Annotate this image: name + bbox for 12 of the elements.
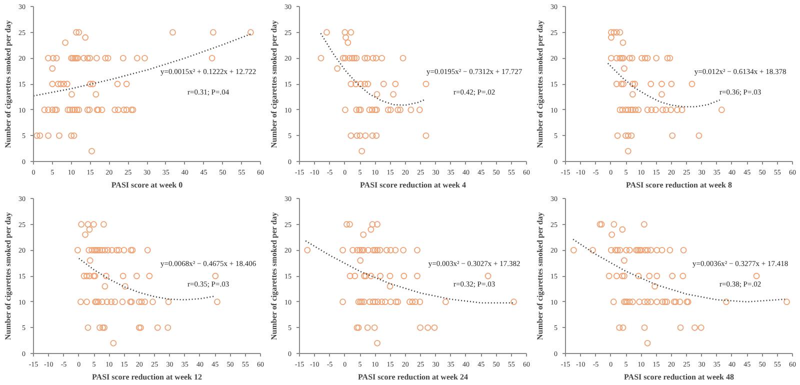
x-axis-title: PASI score reduction at week 12 [92,372,202,382]
y-axis-title: Number of cigarettes smoked per day [536,212,544,340]
x-axis-title: PASI score reduction at week 24 [358,372,468,382]
x-axis-title: PASI score reduction at week 48 [624,372,734,382]
y-axis-title: Number of cigarettes smoked per day [4,20,12,148]
y-axis-title: Number of cigarettes smoked per day [270,212,278,340]
y-axis-title: Number of cigarettes smoked per day [536,20,544,148]
x-axis-title: PASI score reduction at week 8 [626,180,732,190]
x-axis-title: PASI score at week 0 [111,180,183,190]
y-axis-title: Number of cigarettes smoked per day [270,20,278,148]
y-axis-title: Number of cigarettes smoked per day [4,212,12,340]
x-axis-title: PASI score reduction at week 4 [360,180,466,190]
